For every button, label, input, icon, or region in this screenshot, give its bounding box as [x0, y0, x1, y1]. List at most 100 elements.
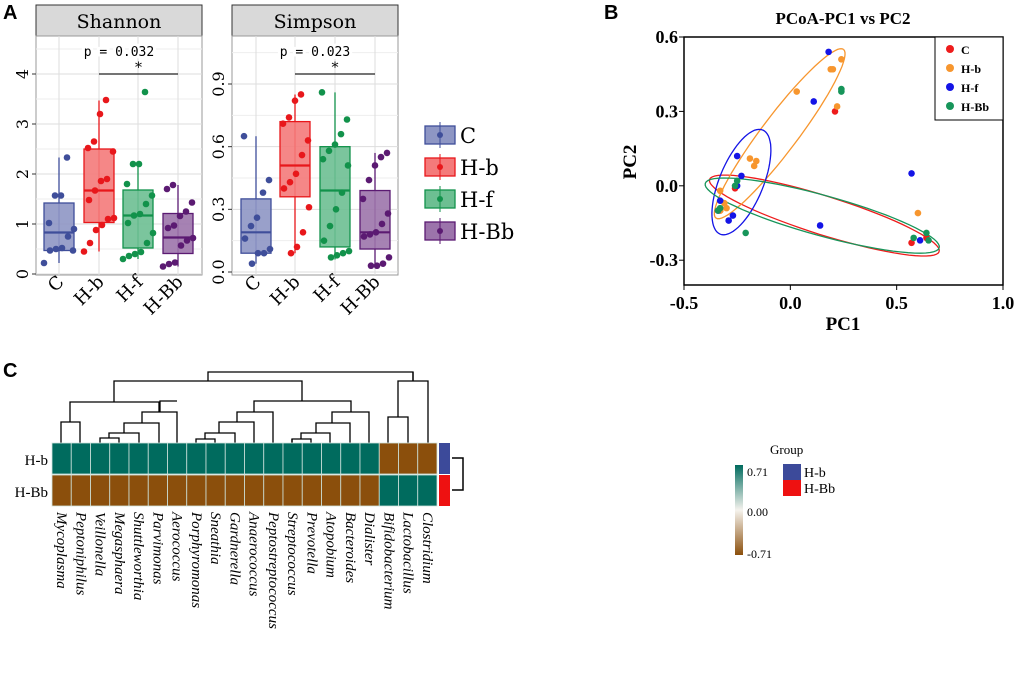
data-point [104, 215, 112, 223]
dendrogram-branch [159, 400, 177, 412]
heatmap-cell [359, 474, 380, 507]
column-label: Lactobacillus [400, 511, 416, 594]
group-legend-key-H-b [783, 464, 801, 480]
facet-title: Simpson [274, 11, 357, 33]
heatmap-cell [90, 442, 111, 475]
legend-label: C [460, 124, 476, 148]
column-label: Bacteroides [342, 512, 358, 583]
data-point [177, 242, 185, 249]
point-C [831, 108, 839, 115]
facet-strip [35, 4, 203, 37]
data-point [344, 162, 352, 169]
facet-title: Shannon [77, 11, 162, 33]
legend-marker-H-b [946, 64, 954, 72]
data-point [360, 233, 368, 240]
data-point [119, 255, 127, 263]
data-point [253, 214, 261, 221]
data-point [291, 97, 299, 105]
dendrogram-branch [387, 416, 409, 443]
heatmap-cell [301, 474, 322, 507]
point-H-f [825, 48, 832, 56]
data-point [92, 226, 100, 234]
data-point [103, 175, 111, 183]
heatmap-cell [321, 442, 342, 475]
point-H-Bb [925, 237, 932, 244]
x-tick-label: H-b [266, 272, 304, 310]
data-point [85, 196, 93, 204]
color-scale-bar [735, 465, 743, 555]
data-point [287, 249, 295, 257]
box [122, 189, 154, 249]
group-bar-H-Bb [439, 475, 450, 506]
dendrogram-branch [207, 371, 414, 381]
legend-marker-C [946, 45, 954, 53]
data-point [176, 212, 184, 220]
column-label: Parvimonas [149, 511, 165, 585]
data-point [131, 250, 139, 258]
data-point [371, 162, 379, 169]
heatmap-cell [186, 474, 207, 507]
heatmap-cell [51, 442, 72, 475]
data-point [136, 210, 144, 218]
box [43, 202, 75, 252]
data-point [343, 116, 351, 123]
data-point [52, 245, 60, 253]
data-point [137, 248, 145, 256]
heatmap-cell [263, 474, 284, 507]
heatmap-cell [51, 474, 72, 507]
data-point [80, 248, 88, 255]
data-point [51, 192, 59, 199]
color-scale-label: -0.71 [747, 547, 772, 561]
column-label: Streptococcus [284, 512, 300, 596]
data-point [130, 212, 138, 219]
heatmap-cell [340, 474, 361, 507]
x-tick-label: 0.5 [885, 293, 908, 313]
heatmap-cell [128, 442, 149, 475]
data-point [70, 225, 78, 233]
panel-label-b: B [604, 2, 619, 24]
data-point [298, 151, 306, 159]
panel-label-c: C [3, 360, 18, 382]
legend-marker-H-f [946, 83, 954, 91]
data-point [373, 262, 381, 270]
point-H-f [729, 212, 737, 219]
column-label: Shuttleworthia [130, 512, 146, 600]
point-H-b [723, 204, 730, 212]
heatmap-cell [321, 474, 342, 507]
data-point [331, 141, 339, 148]
column-label: Dialister [361, 511, 377, 565]
x-tick-label: H-b [70, 272, 108, 310]
point-C [908, 239, 915, 247]
data-point [84, 144, 92, 152]
data-point [109, 148, 117, 155]
column-label: Anaerococcus [246, 511, 262, 597]
data-point [384, 210, 392, 217]
heatmap-cell [128, 474, 149, 507]
dendrogram-branch [60, 421, 81, 443]
data-point [339, 249, 347, 257]
heatmap-cell [70, 442, 91, 475]
dendrogram-branch [195, 438, 216, 443]
data-point [40, 259, 48, 267]
point-H-b [829, 65, 837, 73]
data-point [159, 263, 167, 270]
data-point [383, 149, 391, 157]
data-point [254, 249, 262, 257]
point-H-f [725, 217, 732, 224]
point-H-f [816, 222, 824, 229]
column-label: Clostridium [419, 512, 435, 584]
box [83, 148, 115, 224]
dendrogram-branch [315, 422, 351, 443]
group-legend-title: Group [770, 442, 803, 457]
y-tick-label: 0.9 [209, 71, 228, 96]
significance-star: * [332, 60, 339, 76]
legend-label: H-f [961, 81, 979, 95]
heatmap-cell [398, 442, 419, 475]
confidence-ellipse-H-f [711, 128, 772, 236]
data-point [325, 147, 333, 155]
column-label: Atopobium [323, 511, 339, 578]
data-point [46, 247, 54, 254]
y-tick-label: 0.6 [656, 27, 679, 47]
data-point [286, 178, 294, 186]
point-H-Bb [733, 177, 741, 185]
